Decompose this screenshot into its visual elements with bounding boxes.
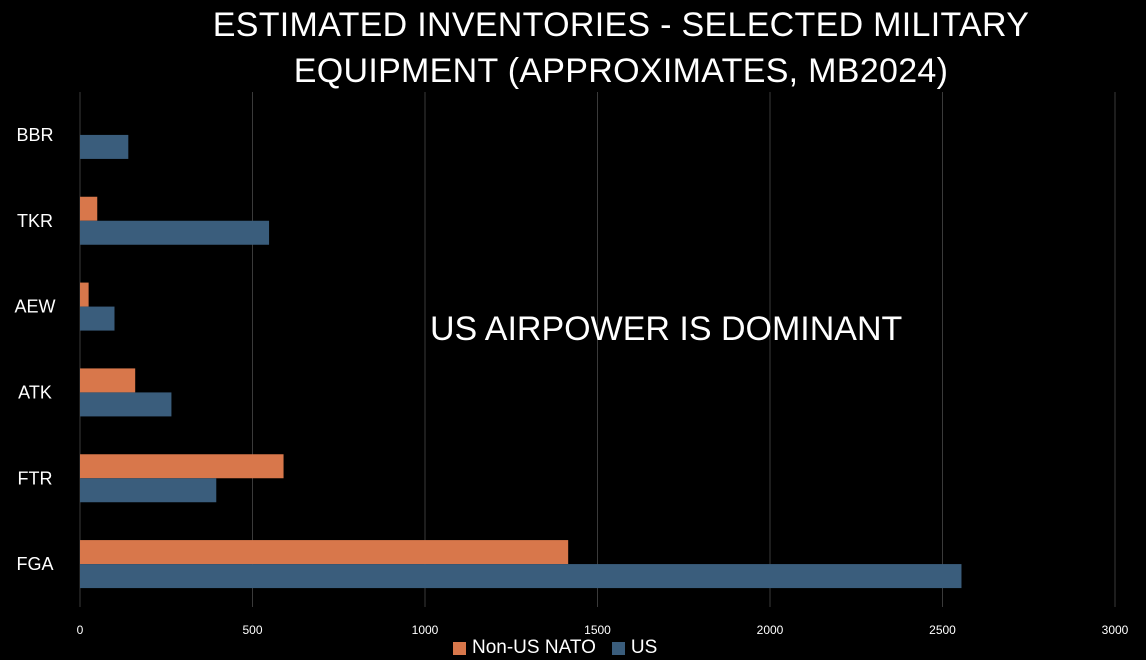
chart-annotation: US AIRPOWER IS DOMINANT [430, 310, 903, 348]
y-category-label-ftr: FTR [18, 468, 53, 488]
legend-item-non-us-nato: Non-US NATO [453, 637, 596, 659]
legend-swatch-non-us-nato [453, 641, 466, 655]
y-category-label-aew: AEW [14, 297, 55, 317]
x-tick-label-0: 0 [77, 623, 84, 637]
bar-fga-us [80, 564, 962, 589]
bar-aew-non-us-nato [80, 282, 89, 307]
x-tick-label-1500: 1500 [584, 623, 611, 637]
bar-atk-us [80, 392, 172, 417]
bar-tkr-us [80, 220, 270, 245]
bar-atk-non-us-nato [80, 368, 136, 393]
legend-item-us: US [611, 637, 658, 659]
y-category-label-atk: ATK [18, 382, 52, 402]
chart-title: ESTIMATED INVENTORIES - SELECTED MILITAR… [121, 2, 1121, 94]
y-category-label-fga: FGA [16, 554, 53, 574]
bar-tkr-non-us-nato [80, 196, 98, 221]
legend-label-non-us-nato: Non-US NATO [472, 637, 596, 658]
y-category-label-tkr: TKR [17, 211, 53, 231]
chart-title-line-1: ESTIMATED INVENTORIES - SELECTED MILITAR… [212, 6, 1030, 44]
bar-aew-us [80, 306, 115, 331]
legend-swatch-us [611, 641, 625, 655]
chart-legend: Non-US NATO US [453, 637, 673, 659]
x-tick-label-3000: 3000 [1102, 623, 1129, 637]
x-tick-label-500: 500 [242, 623, 262, 637]
bar-fga-non-us-nato [80, 540, 569, 565]
legend-label-us: US [630, 637, 658, 658]
bar-ftr-us [80, 478, 217, 503]
y-category-label-bbr: BBR [16, 125, 53, 145]
x-tick-label-2500: 2500 [929, 623, 956, 637]
bar-bbr-us [80, 134, 129, 159]
chart-title-line-2: EQUIPMENT (APPROXIMATES, MB2024) [293, 52, 949, 90]
x-tick-label-1000: 1000 [412, 623, 439, 637]
bar-ftr-non-us-nato [80, 454, 284, 479]
x-tick-label-2000: 2000 [757, 623, 784, 637]
